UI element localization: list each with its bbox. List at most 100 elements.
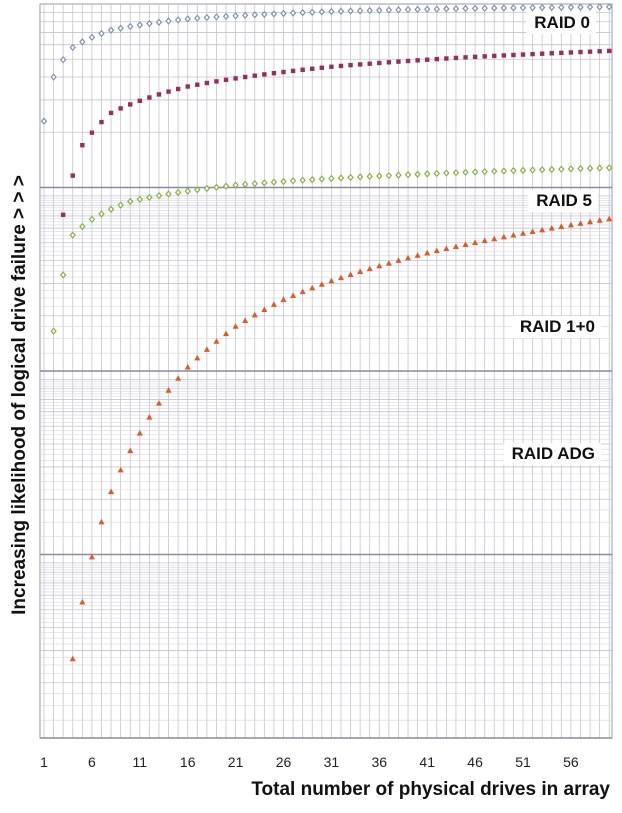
data-point	[60, 212, 66, 217]
y-axis-title: Increasing likelihood of logical drive f…	[9, 175, 30, 615]
data-point	[347, 173, 354, 182]
data-point	[395, 171, 402, 179]
data-point	[289, 177, 297, 185]
data-point	[462, 4, 469, 13]
plot-grid	[39, 3, 613, 739]
data-point	[452, 168, 460, 177]
data-point	[405, 254, 412, 261]
data-point	[185, 84, 190, 89]
data-point	[69, 43, 76, 52]
series-label: RAID 1+0	[520, 317, 595, 336]
data-point	[395, 257, 402, 263]
data-point	[89, 130, 95, 135]
data-point	[529, 3, 536, 12]
series-label: RAID ADG	[512, 444, 595, 463]
data-point	[607, 48, 612, 54]
data-point	[385, 171, 393, 180]
data-point	[289, 9, 297, 17]
data-point	[482, 54, 487, 59]
data-point	[367, 61, 372, 66]
data-point	[529, 228, 536, 235]
data-point	[127, 447, 134, 454]
data-point	[251, 11, 258, 19]
data-point	[328, 277, 335, 284]
x-tick-label: 41	[419, 754, 435, 770]
data-point	[559, 50, 564, 56]
data-point	[538, 166, 546, 174]
data-point	[98, 210, 105, 218]
data-point	[270, 10, 278, 18]
data-point	[118, 106, 123, 111]
series-label-background	[511, 316, 601, 338]
data-point	[452, 243, 459, 249]
series-label-background	[526, 12, 596, 34]
x-tick-label: 21	[228, 754, 244, 770]
data-point	[510, 4, 517, 12]
data-point	[481, 237, 488, 244]
data-point	[433, 169, 440, 178]
data-point	[232, 12, 239, 20]
data-point	[452, 4, 460, 13]
data-point	[377, 60, 382, 66]
data-point	[328, 174, 335, 183]
data-point	[251, 179, 258, 188]
data-point	[155, 191, 163, 200]
data-point	[108, 110, 114, 116]
data-point	[472, 54, 478, 60]
data-point	[194, 354, 201, 361]
data-point	[538, 3, 546, 12]
data-point	[241, 11, 249, 20]
data-point	[328, 7, 335, 16]
data-point	[117, 201, 124, 209]
data-point	[577, 164, 584, 173]
plot-marks	[40, 3, 613, 662]
data-point	[88, 553, 95, 560]
data-point	[146, 19, 153, 28]
data-point	[425, 57, 430, 62]
data-point	[606, 3, 613, 11]
data-point	[338, 63, 344, 69]
series-raid-adg	[69, 215, 613, 662]
data-point	[348, 62, 353, 68]
data-point	[213, 338, 220, 344]
data-point	[596, 164, 603, 172]
data-point	[310, 66, 315, 71]
data-point	[356, 7, 364, 15]
data-point	[241, 180, 249, 189]
data-point	[424, 249, 431, 256]
data-point	[147, 95, 152, 100]
data-point	[290, 68, 296, 74]
data-point	[175, 375, 182, 381]
x-tick-label: 6	[88, 754, 96, 770]
data-point	[366, 265, 373, 272]
data-point	[491, 4, 498, 12]
data-point	[252, 73, 257, 78]
data-point	[366, 172, 373, 181]
data-point	[98, 29, 105, 38]
data-point	[443, 245, 450, 252]
data-point	[558, 3, 565, 12]
data-point	[318, 281, 325, 287]
data-point	[318, 175, 326, 183]
data-point	[137, 98, 142, 103]
data-point	[424, 170, 431, 178]
data-point	[395, 6, 402, 14]
data-point	[184, 363, 191, 370]
data-point	[586, 3, 594, 11]
data-point	[462, 241, 469, 247]
x-axis-title: Total number of physical drives in array	[251, 779, 610, 800]
series-label-background	[503, 443, 601, 465]
data-point	[396, 59, 401, 64]
data-point	[299, 176, 306, 184]
data-point	[433, 247, 440, 254]
data-point	[69, 655, 76, 662]
data-point	[261, 179, 268, 187]
data-point	[117, 466, 124, 473]
data-point	[539, 51, 545, 56]
data-point	[184, 187, 191, 195]
data-point	[357, 62, 363, 67]
data-point	[194, 186, 201, 194]
data-point	[280, 9, 287, 18]
data-point	[376, 172, 383, 180]
x-tick-label: 11	[133, 754, 148, 770]
